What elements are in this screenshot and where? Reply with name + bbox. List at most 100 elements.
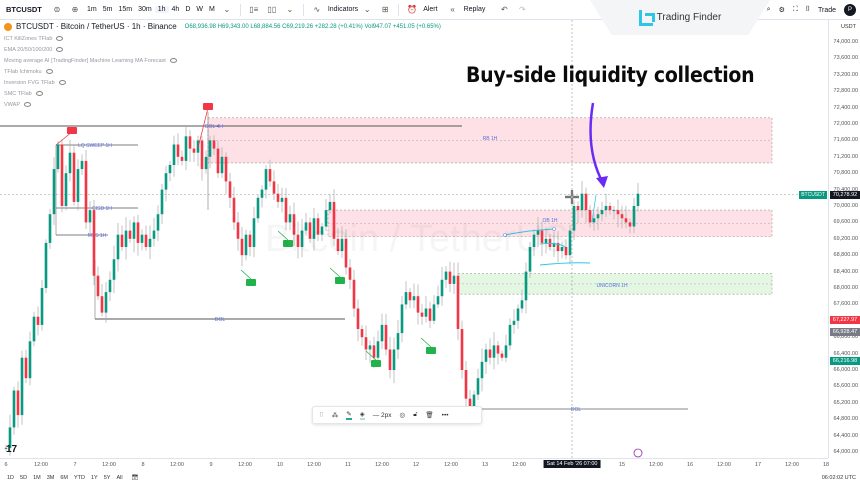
timeframe-D[interactable]: D <box>185 6 191 13</box>
templates-icon[interactable]: ⊞ <box>381 5 389 14</box>
fullscreen-icon[interactable]: ⛶ <box>792 6 798 13</box>
candle-body <box>204 156 208 170</box>
indicators-button[interactable]: Indicators <box>327 6 359 13</box>
price-chart[interactable]: DOL 4H RB 1H OB 1H UNICORN 1H DOL DOL LQ SWEEP… <box>0 20 828 458</box>
sell-signal-marker <box>67 127 77 134</box>
candles-icon[interactable]: ▯▯ <box>267 5 277 14</box>
timeframe-5m[interactable]: 5m <box>102 6 113 13</box>
range-ytd[interactable]: YTD <box>73 474 85 481</box>
undo-icon[interactable]: ↶ <box>501 5 508 14</box>
legend-title[interactable]: BTCUSDT · Bitcoin / TetherUS · 1h · Bina… <box>16 22 177 31</box>
range-1m[interactable]: 1M <box>33 474 41 481</box>
indicators-icon[interactable]: ∿ <box>313 5 321 14</box>
liq-sweep-label: LQ SWEEP 1H <box>78 143 112 149</box>
indicator-row[interactable]: EMA 20/50/100/200 <box>4 46 441 53</box>
visibility-icon[interactable]: ◎ <box>399 412 406 419</box>
eye-icon[interactable] <box>56 36 64 41</box>
avatar[interactable]: P <box>844 4 856 16</box>
indicator-row[interactable]: ICT KillZones TFlab <box>4 35 441 42</box>
calendar-icon[interactable]: 📅︎ <box>131 474 139 481</box>
range-1y[interactable]: 1Y <box>90 474 98 481</box>
date-range-list: 1D 5D 1M 3M 6M YTD 1Y 5Y All <box>4 475 126 481</box>
symbol-search[interactable]: BTCUSDT <box>6 5 42 14</box>
screenshot-icon[interactable]: ⌷ <box>805 6 810 13</box>
top-right-controls: ⌕ ⚙ ⛶ ⌷ Trade P <box>767 0 860 20</box>
quick-search-icon[interactable]: ⌕ <box>766 6 771 13</box>
settings-icon[interactable]: ⚙ <box>778 7 785 14</box>
indicator-label: EMA 20/50/100/200 <box>4 46 53 53</box>
timeframe-M[interactable]: M <box>208 6 215 13</box>
candle-body <box>128 230 132 239</box>
eye-icon[interactable] <box>24 102 31 107</box>
candle-body <box>4 447 8 449</box>
candle-body <box>280 197 284 202</box>
candle-body <box>420 312 424 317</box>
candle-body <box>328 201 332 211</box>
chevron-down-icon[interactable]: ⌄ <box>363 5 371 14</box>
lock-icon[interactable]: 🔓︎ <box>413 411 418 418</box>
currency-label[interactable]: USDT <box>841 24 856 30</box>
buy-signal-marker <box>283 240 293 247</box>
candle-body <box>624 218 628 223</box>
indicator-row[interactable]: Moving average AI [TradingFinder] Machin… <box>4 57 441 64</box>
timeframe-1m[interactable]: 1m <box>87 6 97 13</box>
timeframe-15m[interactable]: 15m <box>118 6 133 13</box>
candle-body <box>376 341 380 358</box>
trade-button[interactable]: Trade <box>817 6 836 14</box>
timeframe-30m[interactable]: 30m <box>138 6 152 13</box>
timeframe-W[interactable]: W <box>196 6 203 13</box>
candle-body <box>52 169 56 215</box>
range-3m[interactable]: 3M <box>46 474 55 481</box>
price-tick: 68,800.00 <box>833 252 858 259</box>
chevron-down-icon[interactable]: ⌄ <box>223 5 231 14</box>
eye-icon[interactable] <box>58 80 66 85</box>
line-color-icon[interactable]: ✎ <box>346 411 352 420</box>
candle-body <box>132 222 136 239</box>
time-axis[interactable]: 6 12:00 7 12:00 8 12:00 9 12:00 10 12:00 11 12:00 12… <box>0 458 829 470</box>
signal-connector <box>365 350 377 361</box>
indicator-row[interactable]: VWAP <box>4 101 441 108</box>
timeframe-4h[interactable]: 4h <box>171 6 180 13</box>
candle-body <box>432 304 436 321</box>
redo-icon[interactable]: ↷ <box>519 5 526 14</box>
eye-icon[interactable] <box>45 69 53 74</box>
range-5d[interactable]: 5D <box>20 474 28 481</box>
trash-icon[interactable]: 🗑︎ <box>425 412 434 419</box>
indicator-row[interactable]: TFlab Ichimoku <box>4 68 441 75</box>
alert-icon[interactable]: ⏰ <box>407 5 418 14</box>
drag-handle-icon[interactable]: ⠿ <box>319 412 324 419</box>
template-icon[interactable]: ⁂ <box>331 412 339 419</box>
replay-button[interactable]: Replay <box>463 6 486 13</box>
buy-signal-marker <box>426 347 436 354</box>
compare-icon[interactable]: ⊜ <box>53 5 61 14</box>
replay-icon[interactable]: « <box>450 5 455 14</box>
candle-body <box>608 206 612 211</box>
legend-title-row: BTCUSDT · Bitcoin / TetherUS · 1h · Bina… <box>4 22 441 31</box>
range-6m[interactable]: 6M <box>60 474 68 481</box>
candle-body <box>356 308 360 329</box>
clock[interactable]: 06:02:02 UTC <box>821 474 856 481</box>
bar-style-icon[interactable]: ▯≡ <box>249 5 259 14</box>
indicator-row[interactable]: SMC TFlab <box>4 90 441 97</box>
mss-label: MSS 1H <box>88 233 107 239</box>
candle-body <box>368 345 372 350</box>
price-tick: 72,000.00 <box>833 121 858 127</box>
eye-icon[interactable] <box>169 58 177 63</box>
line-width-button[interactable]: — 2px <box>372 411 392 419</box>
range-all[interactable]: All <box>116 474 123 481</box>
more-icon[interactable]: ••• <box>441 411 449 419</box>
fill-color-icon[interactable]: ◈ <box>359 411 365 420</box>
candle-body <box>156 214 160 231</box>
price-axis[interactable]: USDT 74,000.00 73,600.00 73,200.00 72,800.0… <box>799 20 860 458</box>
range-1d[interactable]: 1D <box>7 474 15 481</box>
alert-button[interactable]: Alert <box>423 6 438 13</box>
eye-icon[interactable] <box>35 91 43 96</box>
timeframe-1h[interactable]: 1h <box>154 6 169 13</box>
trading-finder-logo-icon <box>638 9 655 26</box>
chevron-down-icon[interactable]: ⌄ <box>286 5 294 14</box>
add-symbol-icon[interactable]: ⊕ <box>71 5 79 14</box>
candle-body <box>576 206 580 211</box>
indicator-row[interactable]: Inversion FVG TFlab <box>4 79 441 86</box>
range-5y[interactable]: 5Y <box>103 474 111 481</box>
eye-icon[interactable] <box>56 47 64 52</box>
